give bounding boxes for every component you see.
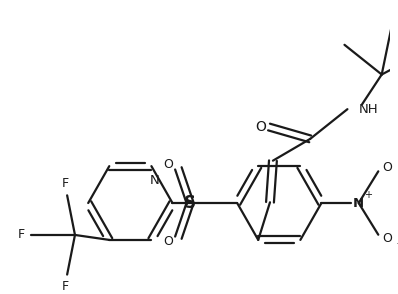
Text: NH: NH [359, 103, 379, 116]
Text: F: F [62, 177, 69, 190]
Text: O: O [164, 235, 174, 248]
Text: F: F [62, 280, 69, 293]
Text: O: O [164, 158, 174, 171]
Text: -: - [396, 238, 398, 248]
Text: S: S [184, 194, 196, 212]
Text: F: F [18, 228, 25, 241]
Text: O: O [382, 232, 392, 245]
Text: N: N [353, 196, 364, 210]
Text: N: N [150, 175, 159, 188]
Text: O: O [382, 161, 392, 174]
Text: +: + [365, 190, 373, 200]
Text: O: O [255, 120, 265, 134]
